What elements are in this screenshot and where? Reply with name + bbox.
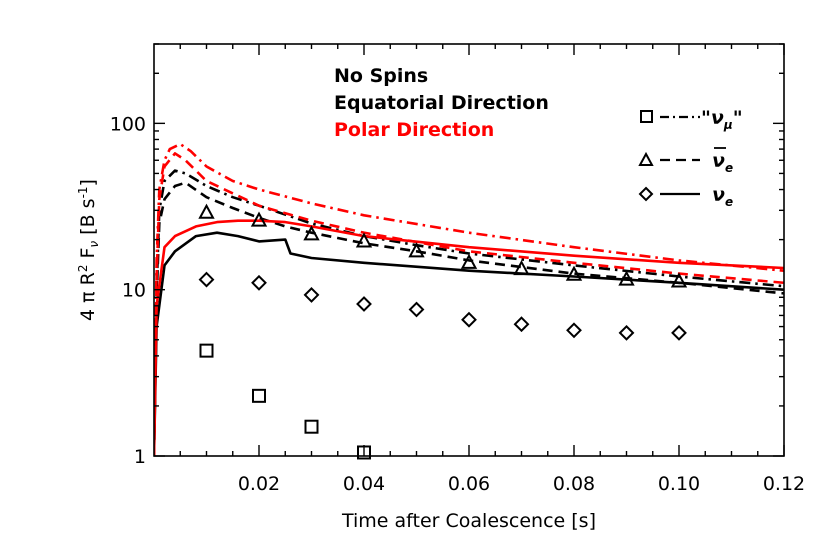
y-tick-label: 10 [122, 280, 146, 302]
marker-triangle [250, 211, 268, 227]
marker-triangle [303, 225, 320, 241]
tick-label-layer: 0.02 0.04 0.06 0.08 0.10 0.12 1 10 100 [110, 113, 805, 495]
legend-triangle-marker [638, 151, 654, 166]
marker-triangle [513, 259, 530, 276]
marker-triangle [408, 242, 425, 258]
marker-layer [198, 203, 688, 460]
marker-triangle [565, 265, 583, 281]
legend-entry-numu: "νμ" [640, 107, 743, 132]
marker-diamond [566, 322, 582, 339]
marker-square [304, 419, 319, 434]
annotation-polar: Polar Direction [334, 119, 494, 141]
legend-entry-nue: νe [638, 184, 733, 209]
x-tick-label: 0.02 [238, 473, 280, 495]
legend-label-numu: "νμ" [701, 107, 743, 132]
series-line-nu-mu-equatorial [154, 169, 784, 456]
x-tick-label: 0.12 [763, 473, 805, 495]
series-line-nu-mu-polar [154, 142, 784, 456]
marker-square [252, 388, 266, 403]
x-tick-label: 0.06 [448, 473, 490, 495]
marker-triangle [460, 253, 478, 269]
y-tick-label: 1 [134, 446, 146, 468]
tick-layer [154, 43, 785, 457]
marker-diamond [356, 296, 372, 312]
legend-square-marker [640, 110, 653, 123]
legend: "νμ" νe νe [638, 107, 743, 209]
series-layer [154, 142, 784, 456]
x-tick-label: 0.04 [343, 473, 385, 495]
marker-triangle [618, 270, 635, 286]
legend-label-nuebar: νe [712, 150, 733, 175]
x-axis-label: Time after Coalescence [s] [341, 510, 596, 532]
legend-label-nue: νe [712, 184, 733, 209]
annotation-no-spins: No Spins [334, 65, 428, 87]
marker-triangle [670, 272, 688, 288]
marker-diamond [198, 271, 215, 288]
series-line-nu-e-polar [154, 219, 784, 456]
series-line-nu-e-equatorial [154, 231, 784, 456]
marker-diamond [618, 324, 635, 341]
marker-triangle [198, 203, 215, 219]
legend-diamond-marker [638, 186, 654, 202]
y-tick-label: 100 [110, 113, 146, 135]
marker-square [199, 343, 214, 358]
annotation-equatorial: Equatorial Direction [334, 92, 549, 114]
marker-diamond [513, 316, 530, 333]
y-axis-label: 4 π R2 Fν [B s-1] [76, 179, 101, 321]
marker-triangle [355, 232, 373, 248]
legend-entry-nuebar: νe [638, 147, 733, 175]
marker-diamond [671, 324, 687, 341]
x-tick-label: 0.08 [553, 473, 595, 495]
series-line-nu-e-bar-equatorial [154, 181, 784, 456]
x-tick-label: 0.10 [658, 473, 700, 495]
marker-diamond [251, 274, 267, 291]
marker-diamond [461, 311, 477, 328]
marker-diamond [303, 287, 320, 303]
marker-diamond [408, 301, 425, 318]
series-line-nu-e-bar-polar [154, 152, 784, 456]
